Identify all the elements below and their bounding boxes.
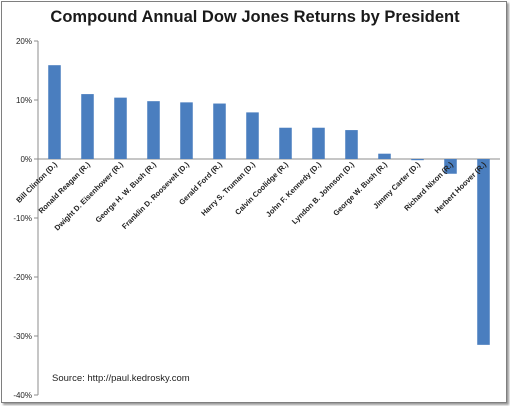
- bar: [213, 103, 226, 159]
- bar: [147, 101, 160, 159]
- y-tick-label: 10%: [16, 96, 32, 105]
- y-tick-label: 0%: [20, 155, 32, 164]
- bar: [444, 159, 457, 174]
- y-tick-label: -20%: [13, 273, 32, 282]
- bar: [279, 127, 292, 159]
- bar: [411, 159, 424, 161]
- bar: [246, 112, 259, 159]
- bar: [345, 130, 358, 159]
- bar: [378, 153, 391, 159]
- y-tick-label: -40%: [13, 391, 32, 400]
- source-annotation: Source: http://paul.kedrosky.com: [52, 373, 190, 384]
- category-label: George H. W. Bush (R.): [94, 160, 159, 225]
- bar: [180, 102, 193, 159]
- category-label: John F. Kennedy (D.): [264, 160, 323, 219]
- y-tick-label: -10%: [13, 214, 32, 223]
- category-label: Lyndon B. Johnson (D.): [290, 160, 356, 226]
- bar: [312, 127, 325, 159]
- bar: [48, 65, 61, 159]
- chart-title: Compound Annual Dow Jones Returns by Pre…: [50, 8, 460, 26]
- bar: [114, 97, 127, 159]
- bar: [81, 94, 94, 159]
- bar: [477, 159, 490, 345]
- y-tick-label: -30%: [13, 332, 32, 341]
- y-tick-label: 20%: [16, 37, 32, 46]
- category-label: Franklin D. Roosevelt (D.): [120, 160, 191, 231]
